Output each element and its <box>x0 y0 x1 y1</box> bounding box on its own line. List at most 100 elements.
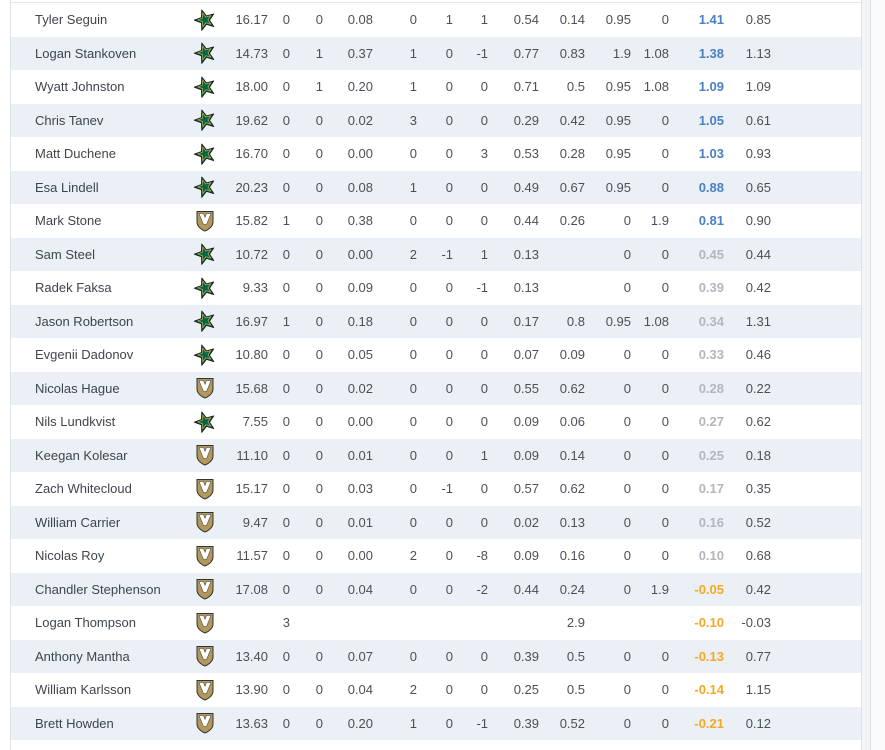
stat-cell: 15.17 <box>235 481 268 497</box>
stat-cell: 3 <box>409 112 417 128</box>
stat-cell: 0 <box>282 347 290 363</box>
stat-cell: 0 <box>661 648 669 664</box>
player-name[interactable]: Jason Robertson <box>35 313 134 329</box>
stat-cell: 11.57 <box>236 548 268 564</box>
stat-cell: 0 <box>623 447 631 463</box>
player-name[interactable]: Chris Tanev <box>35 112 104 128</box>
player-name[interactable]: Logan Thompson <box>35 615 136 631</box>
stat-cell: 0 <box>661 481 669 497</box>
table-row[interactable]: Keegan Kolesar 11.10 0 0 0.01 0 0 1 0.09… <box>11 438 861 472</box>
stat-cell: 0 <box>282 581 290 597</box>
table-row[interactable]: William Karlsson 13.90 0 0 0.04 2 0 0 0.… <box>11 673 861 707</box>
table-row[interactable]: Radek Faksa 9.33 0 0 0.09 0 0 -1 0.13 0 … <box>11 271 861 305</box>
stat-cell: 0 <box>409 648 417 664</box>
stat-cell: 0.14 <box>559 447 585 463</box>
stat-cell: 0.22 <box>745 380 771 396</box>
table-row[interactable]: William Carrier 9.47 0 0 0.01 0 0 0 0.02… <box>11 505 861 539</box>
player-name[interactable]: Radek Faksa <box>35 280 112 296</box>
stat-cell: 0 <box>315 112 323 128</box>
stat-cell: 0.54 <box>513 12 539 28</box>
player-name[interactable]: Chandler Stephenson <box>35 581 161 597</box>
table-row[interactable]: Esa Lindell 20.23 0 0 0.08 1 0 0 0.49 0.… <box>11 170 861 204</box>
table-row[interactable]: Evgenii Dadonov 10.80 0 0 0.05 0 0 0 0.0… <box>11 338 861 372</box>
table-row[interactable]: Sam Steel 10.72 0 0 0.00 2 -1 1 0.13 0 0… <box>11 237 861 271</box>
stat-cell: 0.61 <box>745 112 771 128</box>
table-row[interactable]: Logan Thompson 3 2.9 -0.10 -0.03 <box>11 606 861 640</box>
player-name[interactable]: William Karlsson <box>35 682 132 698</box>
stat-cell: 0 <box>623 514 631 530</box>
stat-cell: 0 <box>661 682 669 698</box>
player-name[interactable]: William Carrier <box>35 514 121 530</box>
stat-cell: 0 <box>480 112 488 128</box>
rating-cell: -0.10 <box>694 615 724 631</box>
stat-cell: 11.10 <box>236 447 268 463</box>
stat-cell: 0.44 <box>745 246 771 262</box>
player-name[interactable]: Zach Whitecloud <box>35 481 132 497</box>
stat-cell: 0 <box>315 481 323 497</box>
player-name[interactable]: Nicolas Hague <box>35 380 120 396</box>
stat-cell: 0 <box>409 146 417 162</box>
stat-cell: 0 <box>623 380 631 396</box>
stat-cell: 0.77 <box>513 45 539 61</box>
table-row[interactable]: Nicolas Roy 11.57 0 0 0.00 2 0 -8 0.09 0… <box>11 539 861 573</box>
player-name[interactable]: Nicolas Roy <box>35 548 105 564</box>
stat-cell: 0.07 <box>513 347 539 363</box>
player-name[interactable]: Anthony Mantha <box>35 648 130 664</box>
scrollbar[interactable] <box>862 0 871 750</box>
table-row[interactable]: Wyatt Johnston 18.00 0 1 0.20 1 0 0 0.71… <box>11 70 861 104</box>
stat-cell: 1 <box>409 715 417 731</box>
table-row[interactable]: Zach Whitecloud 15.17 0 0 0.03 0 -1 0 0.… <box>11 472 861 506</box>
stat-cell: 1 <box>315 79 323 95</box>
table-row[interactable]: Chris Tanev 19.62 0 0 0.02 3 0 0 0.29 0.… <box>11 103 861 137</box>
player-name[interactable]: Nils Lundkvist <box>35 414 116 430</box>
player-name[interactable]: Evgenii Dadonov <box>35 347 134 363</box>
stat-cell: 0 <box>480 514 488 530</box>
golden-knights-logo-icon <box>196 612 214 634</box>
stat-cell: 0.5 <box>566 648 585 664</box>
team-logo-cell <box>185 544 225 568</box>
team-logo-cell <box>185 410 225 434</box>
player-name[interactable]: Mark Stone <box>35 213 102 229</box>
stat-cell: 0 <box>661 112 669 128</box>
table-row[interactable]: Nicolas Hague 15.68 0 0 0.02 0 0 0 0.55 … <box>11 371 861 405</box>
stat-cell: 1 <box>409 179 417 195</box>
table-row[interactable]: Brett Howden 13.63 0 0 0.20 1 0 -1 0.39 … <box>11 706 861 740</box>
player-name[interactable]: Keegan Kolesar <box>35 447 128 463</box>
player-name[interactable]: Brett Howden <box>35 715 114 731</box>
table-row[interactable]: Chandler Stephenson 17.08 0 0 0.04 0 0 -… <box>11 572 861 606</box>
stat-cell: 9.33 <box>242 280 268 296</box>
stat-cell: 0 <box>409 213 417 229</box>
team-logo-cell <box>185 276 225 300</box>
table-row[interactable]: Jason Robertson 16.97 1 0 0.18 0 0 0 0.1… <box>11 304 861 338</box>
player-name[interactable]: Esa Lindell <box>35 179 99 195</box>
stat-cell: 0.67 <box>559 179 585 195</box>
stat-cell: 0 <box>480 347 488 363</box>
player-name[interactable]: Sam Steel <box>35 246 95 262</box>
stat-cell: 1 <box>480 246 488 262</box>
table-row[interactable]: Anthony Mantha 13.40 0 0 0.07 0 0 0 0.39… <box>11 639 861 673</box>
table-row[interactable]: Logan Stankoven 14.73 0 1 0.37 1 0 -1 0.… <box>11 36 861 70</box>
stat-cell: 0 <box>282 682 290 698</box>
stat-cell: 0 <box>480 648 488 664</box>
table-row[interactable]: Tyler Seguin 16.17 0 0 0.08 0 1 1 0.54 0… <box>11 3 861 37</box>
golden-knights-logo-icon <box>196 210 214 232</box>
player-name[interactable]: Logan Stankoven <box>35 45 137 61</box>
stat-cell: 0.5 <box>566 682 585 698</box>
stat-cell: 0 <box>623 481 631 497</box>
stat-cell: 0 <box>315 514 323 530</box>
stat-cell: 0 <box>623 347 631 363</box>
table-row[interactable]: Matt Duchene 16.70 0 0 0.00 0 0 3 0.53 0… <box>11 137 861 171</box>
stat-cell: 0.08 <box>347 12 373 28</box>
player-name[interactable]: Wyatt Johnston <box>35 79 125 95</box>
stat-cell: 0.28 <box>559 146 585 162</box>
golden-knights-logo-icon <box>196 646 214 667</box>
stat-cell: -0.03 <box>741 615 771 631</box>
team-logo-cell <box>185 376 225 400</box>
stat-cell: 0.83 <box>559 45 585 61</box>
player-name[interactable]: Matt Duchene <box>35 146 116 162</box>
stat-cell: 0.37 <box>347 45 373 61</box>
player-name[interactable]: Tyler Seguin <box>35 12 108 28</box>
table-row[interactable]: Nils Lundkvist 7.55 0 0 0.00 0 0 0 0.09 … <box>11 405 861 439</box>
table-row[interactable]: Mark Stone 15.82 1 0 0.38 0 0 0 0.44 0.2… <box>11 204 861 238</box>
golden-knights-logo-icon <box>196 512 214 533</box>
